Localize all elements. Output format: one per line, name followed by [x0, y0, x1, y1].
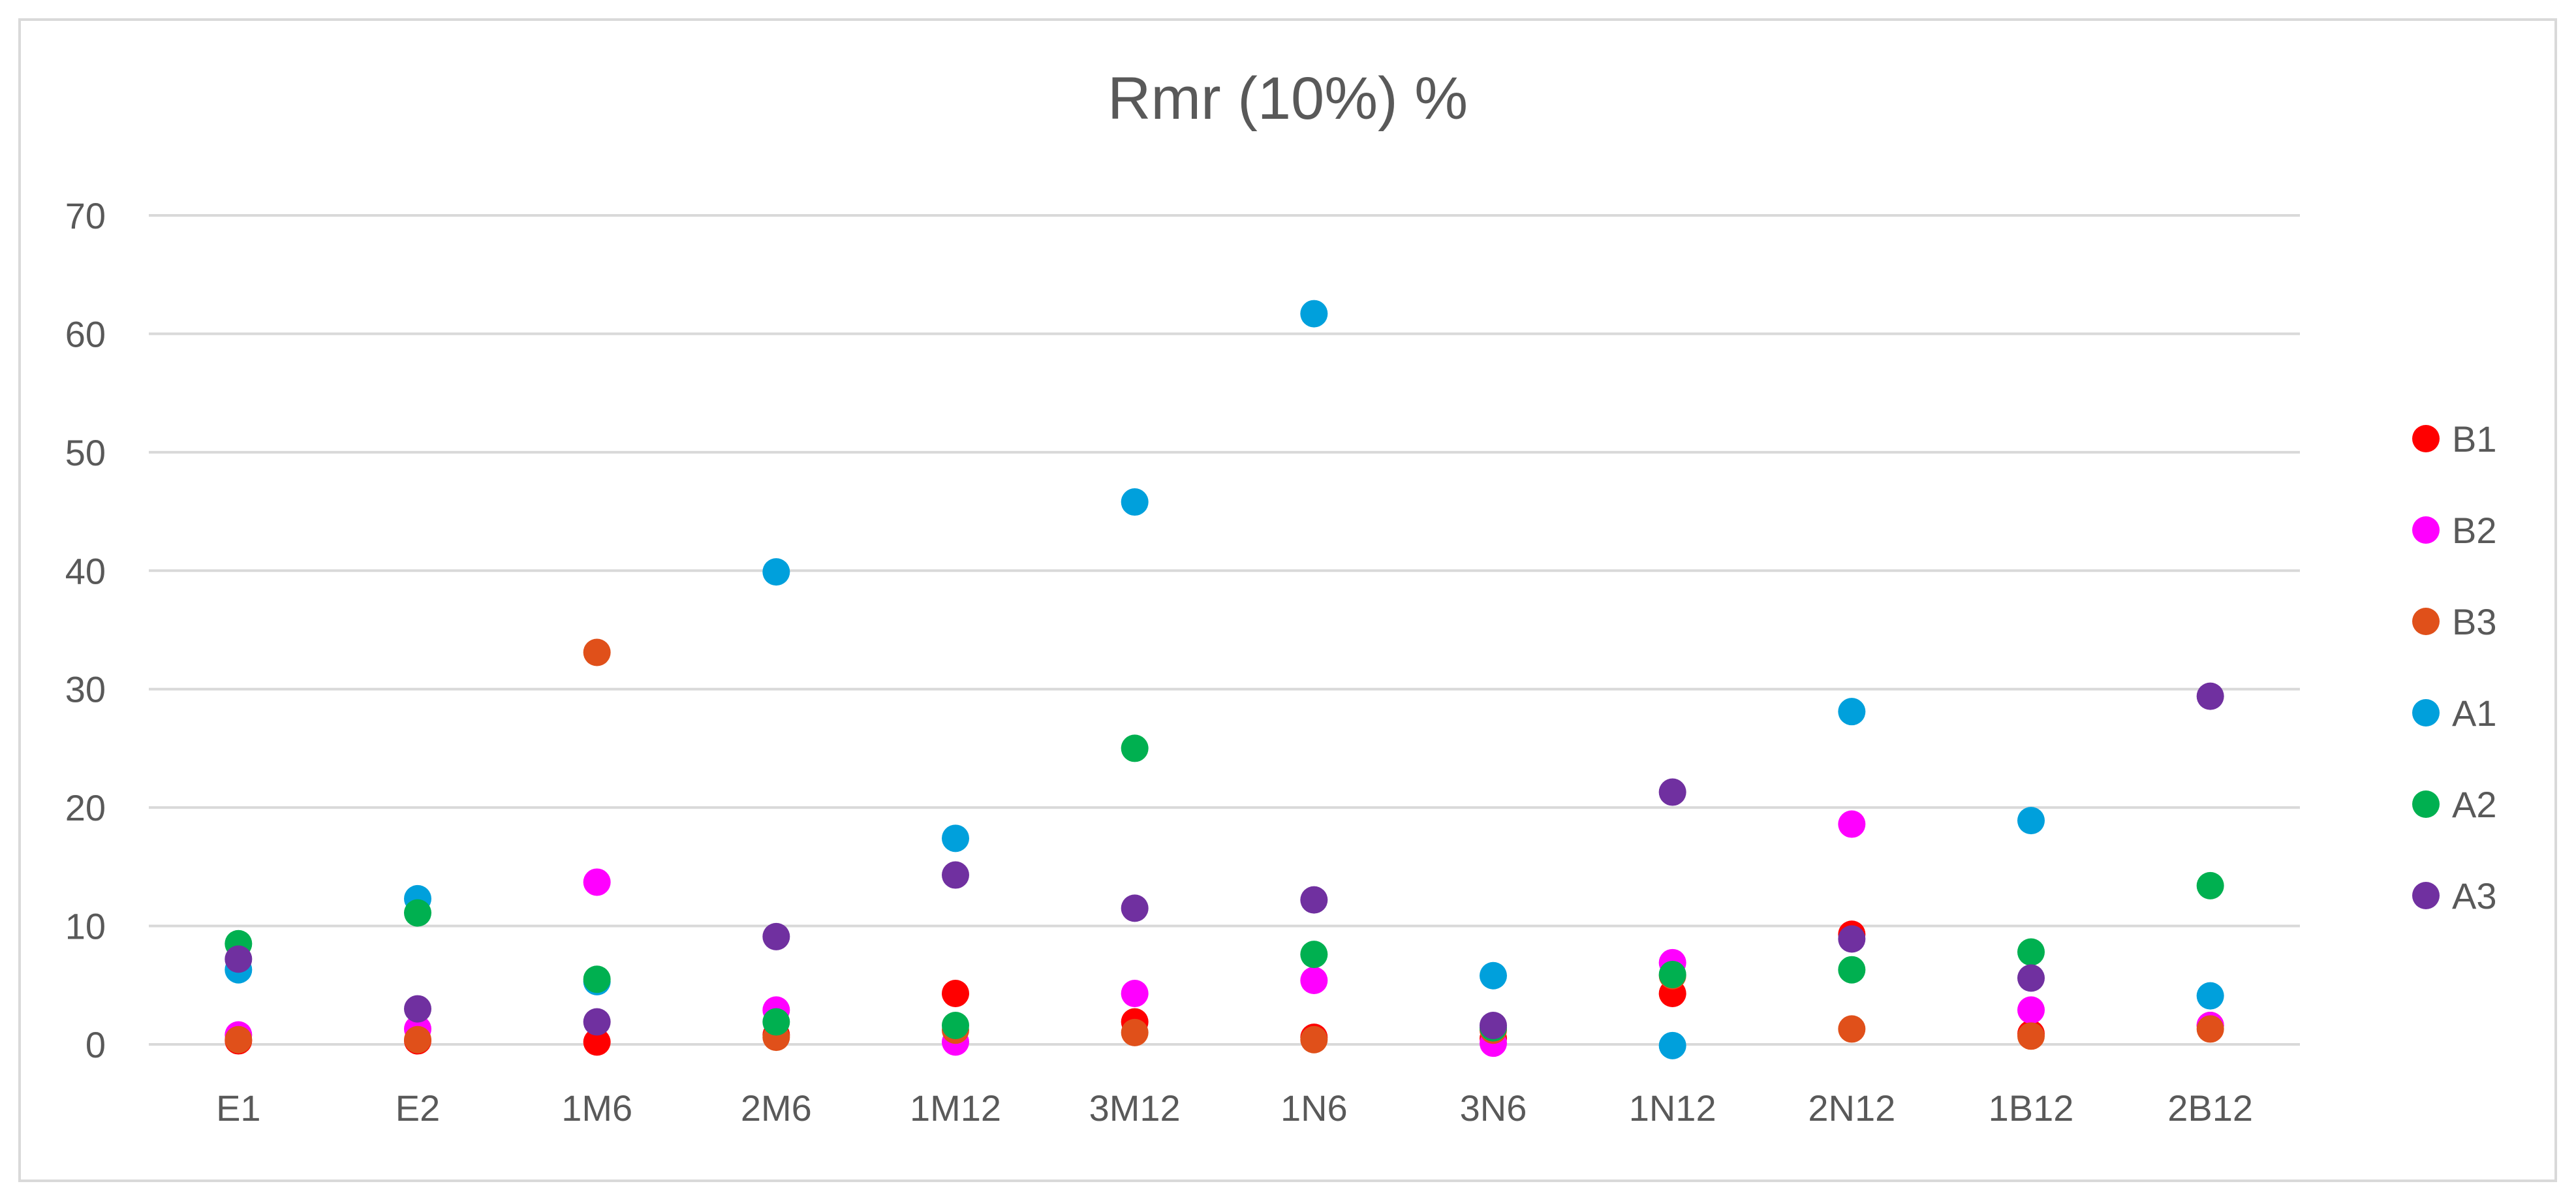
legend-label-a1: A1	[2452, 693, 2497, 734]
point-b3-e2	[404, 1025, 431, 1054]
point-a2-3m12	[1121, 734, 1149, 762]
point-a2-1b12	[2017, 938, 2045, 966]
x-tick-label: 1M12	[910, 1087, 1001, 1129]
chart-svg: Rmr (10%) % 0 10 20 30 40 50 60 70 E1 E2 1M6 2M6 1M…	[65, 65, 2497, 1129]
point-a3-3m12	[1121, 894, 1149, 922]
legend-label-b2: B2	[2452, 510, 2497, 551]
point-b3-1n6	[1300, 1025, 1328, 1054]
x-tick-label: 3M12	[1089, 1087, 1181, 1129]
legend-marker-b1	[2412, 425, 2440, 452]
y-tick-label: 50	[65, 432, 106, 473]
point-a2-2n12	[1838, 956, 1866, 984]
point-a3-1m12	[942, 861, 969, 889]
x-tick-label: 2N12	[1808, 1087, 1895, 1129]
point-a2-1n12	[1658, 960, 1686, 988]
point-b2-1n6	[1300, 967, 1328, 995]
x-tick-label: E2	[396, 1087, 441, 1129]
point-a1-1n6	[1300, 300, 1328, 328]
point-a1-1n12	[1658, 1031, 1686, 1059]
point-b2-1b12	[2017, 996, 2045, 1024]
y-tick-label: 30	[65, 669, 106, 710]
point-a3-e2	[404, 995, 431, 1023]
x-tick-label: E1	[216, 1087, 261, 1129]
y-tick-label: 0	[85, 1024, 106, 1065]
point-a1-3n6	[1480, 961, 1507, 990]
x-tick-label: 1N6	[1280, 1087, 1348, 1129]
point-a3-1n12	[1658, 778, 1686, 806]
legend-marker-a2	[2412, 790, 2440, 818]
point-a1-2b12	[2196, 982, 2224, 1010]
point-a3-2n12	[1838, 925, 1866, 953]
x-tick-label: 3N6	[1460, 1087, 1527, 1129]
point-a1-1b12	[2017, 807, 2045, 835]
point-a1-2n12	[1838, 698, 1866, 726]
point-a3-1n6	[1300, 886, 1328, 914]
point-b3-2n12	[1838, 1015, 1866, 1043]
point-a1-1m12	[942, 824, 969, 852]
legend-label-a2: A2	[2452, 784, 2497, 825]
point-b2-3m12	[1121, 979, 1149, 1007]
y-axis-ticks: 0 10 20 30 40 50 60 70	[65, 195, 106, 1065]
point-b2-1m6	[583, 868, 611, 896]
point-a3-3n6	[1480, 1011, 1507, 1039]
y-tick-label: 20	[65, 787, 106, 828]
data-points	[225, 300, 2224, 1059]
point-a2-2b12	[2196, 871, 2224, 899]
chart-title: Rmr (10%) %	[1108, 65, 1468, 132]
point-b3-1b12	[2017, 1022, 2045, 1050]
point-a2-2m6	[762, 1008, 790, 1036]
point-b1-1m12	[942, 979, 969, 1007]
point-a3-1m6	[583, 1008, 611, 1036]
point-a3-e1	[225, 945, 253, 973]
point-a3-2b12	[2196, 682, 2224, 710]
legend-marker-b3	[2412, 608, 2440, 635]
point-a2-1m6	[583, 965, 611, 993]
point-a3-2m6	[762, 922, 790, 950]
point-a3-1b12	[2017, 964, 2045, 992]
legend: B1 B2 B3 A1 A2 A3	[2412, 418, 2497, 916]
y-tick-label: 70	[65, 195, 106, 236]
point-b3-3m12	[1121, 1018, 1149, 1046]
point-a2-e2	[404, 899, 431, 927]
legend-marker-a1	[2412, 699, 2440, 726]
point-a1-2m6	[762, 558, 790, 586]
chart-frame: Rmr (10%) % 0 10 20 30 40 50 60 70 E1 E2 1M6 2M6 1M…	[18, 18, 2557, 1182]
y-tick-label: 10	[65, 906, 106, 947]
legend-label-a3: A3	[2452, 875, 2497, 916]
legend-marker-a3	[2412, 882, 2440, 909]
legend-label-b3: B3	[2452, 601, 2497, 642]
point-b1-1m6	[583, 1028, 611, 1056]
x-tick-label: 2B12	[2167, 1087, 2253, 1129]
point-a2-1n6	[1300, 941, 1328, 969]
y-tick-label: 60	[65, 313, 106, 354]
x-tick-label: 1N12	[1629, 1087, 1716, 1129]
point-b3-2b12	[2196, 1015, 2224, 1043]
x-axis-ticks: E1 E2 1M6 2M6 1M12 3M12 1N6 3N6 1N12 2N12 1B12 2B12	[216, 1087, 2253, 1129]
point-a1-3m12	[1121, 488, 1149, 516]
legend-label-b1: B1	[2452, 418, 2497, 460]
x-tick-label: 1M6	[561, 1087, 632, 1129]
point-b3-e1	[225, 1025, 253, 1054]
gridlines	[149, 214, 2300, 1046]
point-b2-2n12	[1838, 810, 1866, 838]
y-tick-label: 40	[65, 550, 106, 591]
point-b3-1m6	[583, 638, 611, 666]
legend-marker-b2	[2412, 516, 2440, 544]
point-a2-1m12	[942, 1011, 969, 1039]
x-tick-label: 2M6	[741, 1087, 812, 1129]
x-tick-label: 1B12	[1989, 1087, 2074, 1129]
